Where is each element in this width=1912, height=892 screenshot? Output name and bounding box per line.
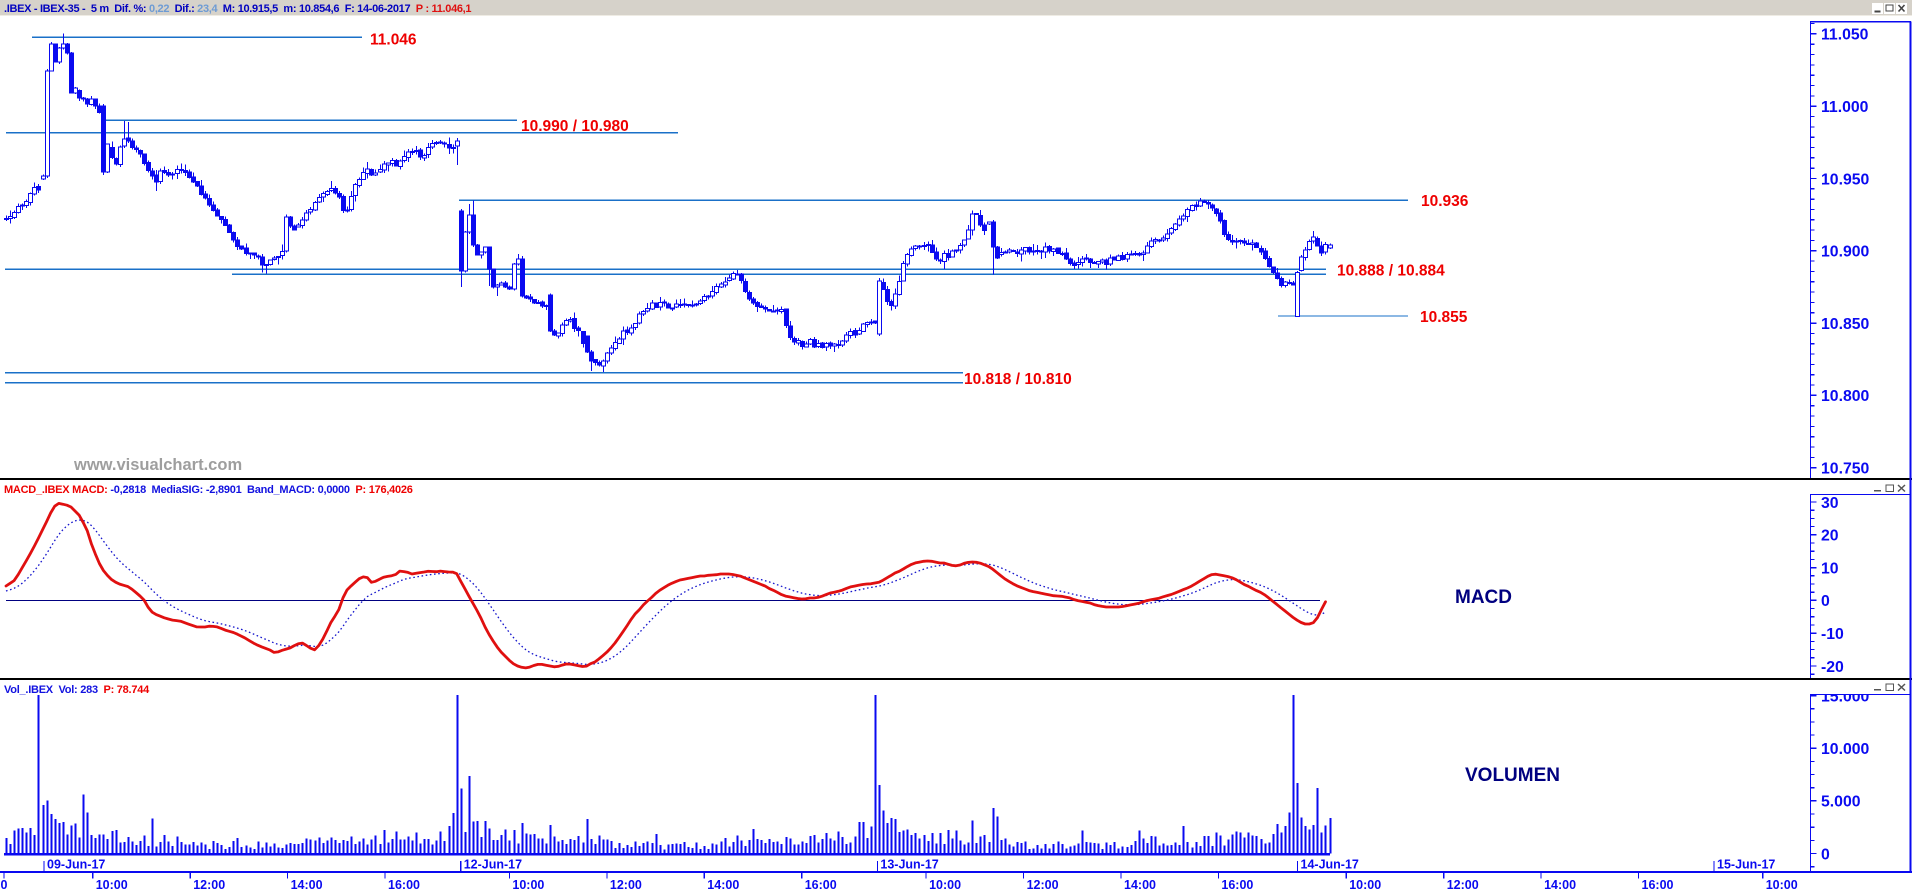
svg-text:16:00: 16:00 [388,878,420,892]
svg-text:.IBEX - IBEX-35 - 5 m Dif. %: .IBEX - IBEX-35 - 5 m Dif. %: 0,22 Dif.:… [4,3,471,15]
svg-text:10.900: 10.900 [1821,244,1870,261]
svg-text:Vol_.IBEX Vol: 283 P: 78.744: Vol_.IBEX Vol: 283 P: 78.744 [4,684,150,696]
svg-text:13-Jun-17: 13-Jun-17 [880,858,938,872]
svg-text:10.750: 10.750 [1821,461,1870,478]
svg-text:30: 30 [1821,495,1839,512]
svg-text:5.000: 5.000 [1821,794,1861,811]
svg-text:10.855: 10.855 [1420,309,1468,326]
svg-text:0: 0 [1821,593,1830,610]
svg-text:12:00: 12:00 [193,878,225,892]
svg-text:0: 0 [1821,846,1830,863]
svg-text:10:00: 10:00 [512,878,544,892]
svg-text:16:00: 16:00 [1221,878,1253,892]
svg-text:10:00: 10:00 [96,878,128,892]
svg-text:12:00: 12:00 [1447,878,1479,892]
svg-text:20: 20 [1821,528,1839,545]
svg-text:12:00: 12:00 [610,878,642,892]
svg-text:14:00: 14:00 [291,878,323,892]
svg-text:12-Jun-17: 12-Jun-17 [464,858,522,872]
svg-text:16:00: 16:00 [1642,878,1674,892]
svg-text:MACD_.IBEX MACD: -0,2818 Medi: MACD_.IBEX MACD: -0,2818 MediaSIG: -2,89… [4,484,413,496]
svg-text:10.818 / 10.810: 10.818 / 10.810 [964,371,1072,388]
svg-text:10.888 / 10.884: 10.888 / 10.884 [1337,263,1445,280]
svg-text:11.000: 11.000 [1821,99,1869,116]
svg-text:10.936: 10.936 [1421,193,1469,210]
svg-text:12:00: 12:00 [1027,878,1059,892]
svg-text:10:00: 10:00 [929,878,961,892]
svg-text:10.800: 10.800 [1821,388,1870,405]
svg-text:10:00: 10:00 [1349,878,1381,892]
svg-text:-20: -20 [1821,659,1844,676]
svg-text:10.000: 10.000 [1821,741,1870,758]
svg-text:10:00: 10:00 [1766,878,1798,892]
svg-text:-10: -10 [1821,626,1844,643]
svg-text:11.046: 11.046 [370,32,417,49]
svg-text:10.850: 10.850 [1821,316,1870,333]
svg-text:16:00: 16:00 [805,878,837,892]
svg-text:www.visualchart.com: www.visualchart.com [73,456,242,474]
svg-text:10.950: 10.950 [1821,171,1870,188]
svg-text:14:00: 14:00 [707,878,739,892]
svg-text:10.990 / 10.980: 10.990 / 10.980 [521,118,629,135]
svg-text:14-Jun-17: 14-Jun-17 [1301,858,1359,872]
svg-text:VOLUMEN: VOLUMEN [1465,765,1560,786]
svg-text:15-Jun-17: 15-Jun-17 [1717,858,1775,872]
svg-text:10: 10 [1821,560,1839,577]
svg-text:09-Jun-17: 09-Jun-17 [47,858,105,872]
svg-text:14:00: 14:00 [1544,878,1576,892]
svg-text:14:00: 14:00 [1124,878,1156,892]
svg-text:11.050: 11.050 [1821,27,1869,44]
svg-text:MACD: MACD [1455,587,1512,608]
svg-text:0: 0 [1,878,8,892]
